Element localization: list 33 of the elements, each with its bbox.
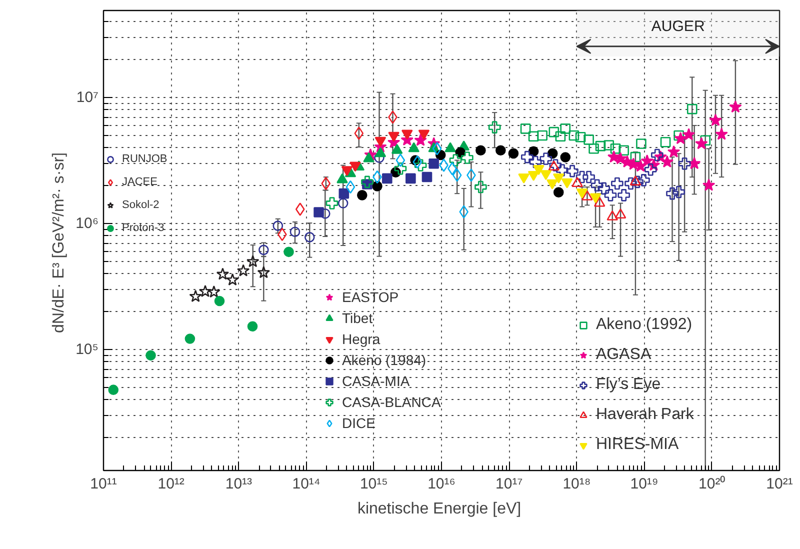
legend-label: AGASA — [596, 345, 652, 365]
x-tick-label: 10¹⁵ — [360, 476, 388, 492]
legend-label: Proton-3 — [122, 221, 164, 236]
y-tick-label: 10⁵ — [76, 341, 99, 358]
legend-label: EASTOP — [342, 288, 399, 306]
x-tick-label: 10¹¹ — [90, 476, 117, 492]
legend-label: CASA-MIA — [342, 372, 410, 390]
legend-label: Fly’s Eye — [596, 375, 661, 395]
x-tick-label: 10²⁰ — [698, 476, 726, 492]
legend-label: CASA-BLANCA — [342, 393, 441, 411]
x-tick-label: 10²¹ — [766, 476, 793, 492]
legend-label: Akeno (1984) — [342, 351, 426, 369]
x-tick-label: 10¹² — [158, 476, 184, 492]
legend-label: HIRES-MIA — [596, 435, 679, 455]
x-tick-label: 10¹⁸ — [562, 476, 591, 492]
legend-label: RUNJOB — [122, 152, 168, 167]
legend-label: Haverah Park — [596, 405, 694, 425]
x-tick-label: 10¹⁴ — [292, 476, 320, 492]
x-tick-label: 10¹³ — [225, 476, 252, 492]
legend-label: Tibet — [342, 309, 373, 327]
y-tick-label: 10⁶ — [76, 215, 98, 232]
x-tick-label: 10¹⁹ — [630, 476, 658, 492]
legend-label: DICE — [342, 414, 376, 432]
legend-label: Sokol-2 — [122, 198, 160, 213]
band-label: AUGER — [651, 18, 705, 36]
x-tick-label: 10¹⁶ — [428, 476, 456, 492]
y-tick-label: 10⁷ — [76, 89, 99, 106]
legend-label: Akeno (1992) — [596, 315, 692, 335]
y-axis-title: dN/dE· E³ [GeV²/m²· s·sr] — [50, 152, 68, 333]
x-tick-label: 10¹⁷ — [496, 476, 523, 492]
x-axis-title: kinetische Energie [eV] — [357, 500, 522, 518]
legend-label: JACEE — [122, 175, 158, 190]
legend-label: Hegra — [342, 330, 380, 348]
